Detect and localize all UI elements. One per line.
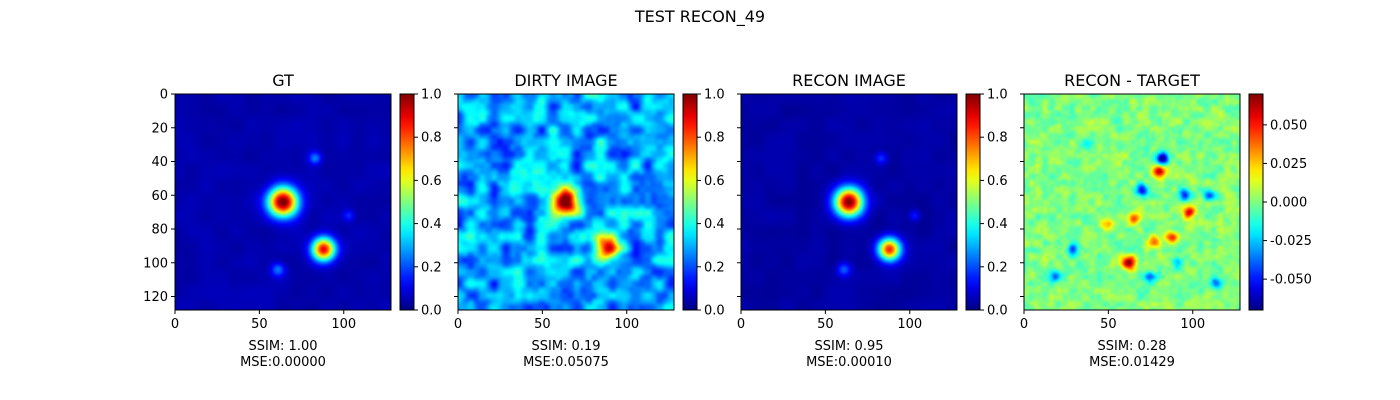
colorbar <box>682 93 698 311</box>
colorbar-tick-label: 0.8 <box>704 131 725 146</box>
colorbar-tick-label: 0.0 <box>421 304 442 319</box>
panel-title: RECON - TARGET <box>1064 71 1200 90</box>
heatmap-image <box>175 94 391 310</box>
y-tick-label: 120 <box>143 290 168 305</box>
colorbar-tick-label: 1.0 <box>704 88 725 103</box>
colorbar-tick-label: 0.2 <box>421 260 442 275</box>
colorbar <box>399 93 415 311</box>
panel-title: DIRTY IMAGE <box>514 71 617 90</box>
colorbar-tick-label: 0.6 <box>987 174 1008 189</box>
panel-title: GT <box>272 71 294 90</box>
x-tick-label: 0 <box>737 317 745 332</box>
axes-frame <box>740 93 958 311</box>
colorbar-tick-label: 1.0 <box>421 88 442 103</box>
colorbar <box>1248 93 1264 311</box>
axes-frame <box>457 93 675 311</box>
colorbar-tick-label: 0.8 <box>421 131 442 146</box>
heatmap-image <box>1024 94 1240 310</box>
colorbar-tick-label: 0.8 <box>987 131 1008 146</box>
colorbar-tick-label: 0.0 <box>704 304 725 319</box>
colorbar-tick-label: 0.4 <box>987 217 1008 232</box>
ssim-caption: SSIM: 1.00 <box>248 339 317 354</box>
colorbar-tick-label: 0.000 <box>1270 196 1307 211</box>
panel-2: DIRTY IMAGE 0 50 100 0.0 0.2 0.4 0.6 0.8 1.0 SSIM:… <box>454 71 725 370</box>
mse-caption: MSE:0.00010 <box>806 355 892 370</box>
x-tick-label: 0 <box>454 317 462 332</box>
x-tick-label: 100 <box>614 317 639 332</box>
figure-suptitle: TEST RECON_49 <box>634 7 765 27</box>
x-tick-label: 50 <box>251 317 268 332</box>
y-tick-label: 100 <box>143 256 168 271</box>
y-tick-label: 20 <box>151 121 168 136</box>
colorbar-tick-label: 0.6 <box>704 174 725 189</box>
colorbar-tick-label: 0.050 <box>1270 118 1307 133</box>
x-tick-label: 50 <box>817 317 834 332</box>
panel-4: RECON - TARGET 0 50 100 -0.050 -0.025 0.000 0.0… <box>1020 71 1312 370</box>
x-tick-label: 100 <box>1180 317 1205 332</box>
colorbar-tick-label: 0.4 <box>421 217 442 232</box>
heatmap-image <box>458 94 674 310</box>
x-tick-label: 100 <box>897 317 922 332</box>
axes-frame <box>1023 93 1241 311</box>
colorbar-tick-label: 0.6 <box>421 174 442 189</box>
panel-1: GT 0 50 100 0 20 40 60 80 100 120 0.0 0.2 0.4 0.6 0.8 1.… <box>143 71 442 370</box>
panel-title: RECON IMAGE <box>792 71 906 90</box>
x-tick-label: 0 <box>1020 317 1028 332</box>
colorbar <box>965 93 981 311</box>
y-tick-label: 0 <box>160 88 168 103</box>
x-tick-label: 0 <box>171 317 179 332</box>
y-tick-label: 40 <box>151 155 168 170</box>
colorbar-tick-label: -0.050 <box>1270 273 1312 288</box>
ssim-caption: SSIM: 0.95 <box>814 339 883 354</box>
axes-frame <box>174 93 392 311</box>
heatmap-image <box>741 94 957 310</box>
colorbar-tick-label: -0.025 <box>1270 234 1312 249</box>
x-tick-label: 50 <box>534 317 551 332</box>
x-tick-label: 100 <box>331 317 356 332</box>
colorbar-tick-label: 0.4 <box>704 217 725 232</box>
ssim-caption: SSIM: 0.19 <box>531 339 600 354</box>
mse-caption: MSE:0.01429 <box>1089 355 1175 370</box>
x-tick-label: 50 <box>1100 317 1117 332</box>
colorbar-tick-label: 0.2 <box>704 260 725 275</box>
mse-caption: MSE:0.00000 <box>240 355 326 370</box>
colorbar-tick-label: 1.0 <box>987 88 1008 103</box>
y-tick-label: 60 <box>151 189 168 204</box>
ssim-caption: SSIM: 0.28 <box>1097 339 1166 354</box>
colorbar-tick-label: 0.025 <box>1270 157 1307 172</box>
mse-caption: MSE:0.05075 <box>523 355 609 370</box>
panel-3: RECON IMAGE 0 50 100 0.0 0.2 0.4 0.6 0.8 1.0 SSIM:… <box>737 71 1008 370</box>
colorbar-tick-label: 0.0 <box>987 304 1008 319</box>
y-tick-label: 80 <box>151 223 168 238</box>
colorbar-tick-label: 0.2 <box>987 260 1008 275</box>
